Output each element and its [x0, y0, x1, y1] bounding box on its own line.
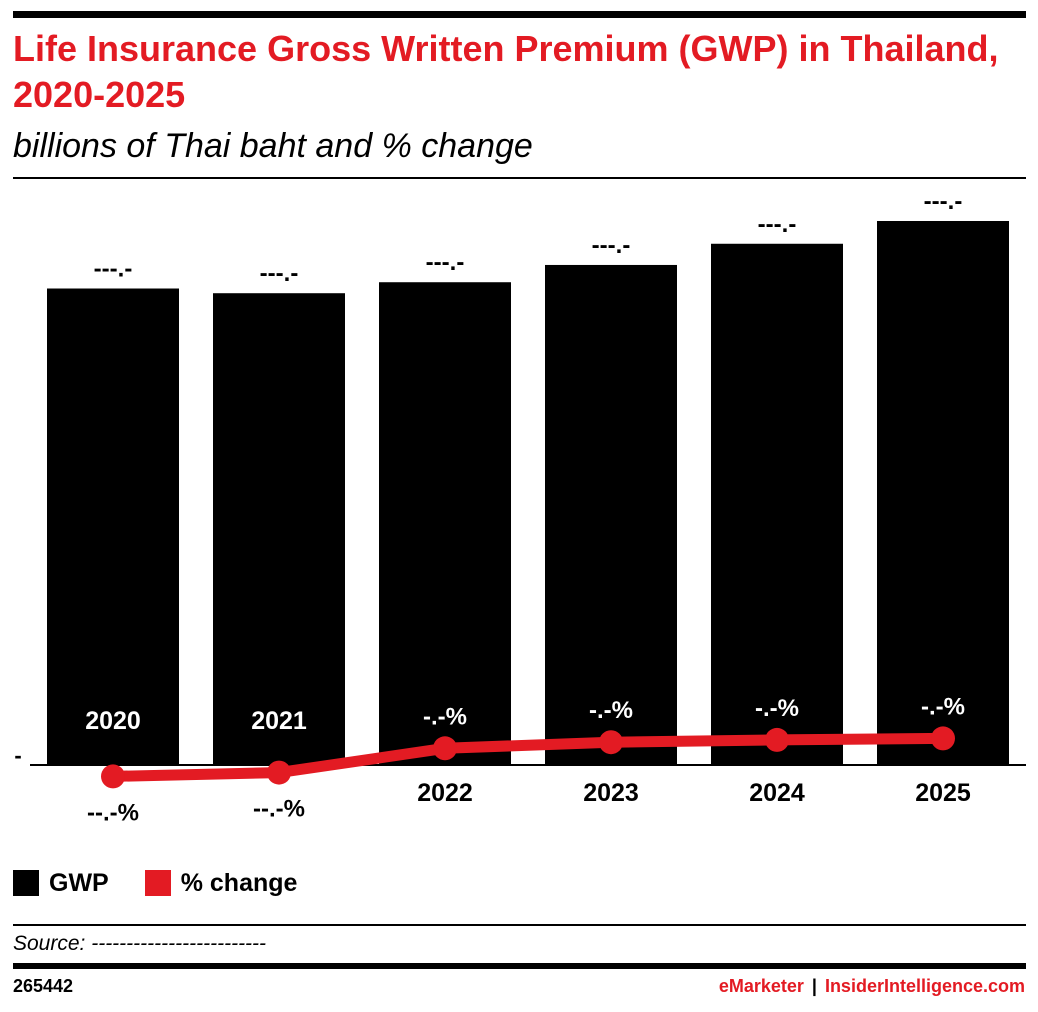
x-tick-2020: 2020 — [85, 707, 141, 735]
point-label-2021: --.-% — [253, 796, 305, 823]
chart-area: ---.- ---.- ---.- ---.- ---.- ---.- - --.-% --.-… — [14, 188, 1026, 826]
top-rule — [13, 11, 1026, 18]
legend-swatch-change — [144, 870, 171, 896]
bar-label-2020: ---.- — [94, 256, 133, 283]
brand: eMarketer | InsiderIntelligence.com — [719, 976, 1025, 997]
chart-title: Life Insurance Gross Written Premium (GW… — [13, 28, 999, 115]
legend: GWP % change — [13, 866, 333, 900]
header-divider — [13, 177, 1026, 179]
bar-gwp-2022 — [379, 282, 511, 765]
x-tick-2023: 2023 — [583, 779, 639, 807]
point-label-2025: -.-% — [921, 693, 965, 720]
point-pct-change-2021 — [267, 760, 291, 785]
point-pct-change-2022 — [433, 736, 457, 761]
bar-label-2023: ---.- — [592, 232, 631, 259]
bar-gwp-2023 — [545, 264, 677, 765]
source-note: Source: ------------------------- — [13, 932, 267, 955]
chart-subtitle: billions of Thai baht and % change — [13, 127, 533, 165]
point-label-2020: --.-% — [87, 799, 139, 826]
bar-label-2024: ---.- — [758, 211, 797, 238]
legend-label-change: % change — [180, 868, 298, 897]
legend-swatch-gwp — [13, 870, 39, 896]
bar-gwp-2021 — [213, 293, 345, 765]
brand-insider-intelligence[interactable]: InsiderIntelligence.com — [824, 976, 1025, 996]
x-tick-2025: 2025 — [915, 779, 971, 807]
point-pct-change-2024 — [765, 727, 789, 752]
legend-label-gwp: GWP — [49, 868, 109, 897]
footer-divider — [13, 924, 1026, 926]
legend-item-change: % change — [144, 868, 298, 898]
point-label-2022: -.-% — [423, 703, 467, 730]
chart-id: 265442 — [13, 976, 74, 996]
x-tick-2021: 2021 — [251, 707, 307, 735]
bar-gwp-2024 — [711, 243, 843, 765]
x-tick-2022: 2022 — [417, 779, 473, 807]
y-axis-tick-zero: - — [14, 743, 21, 768]
brand-emarketer[interactable]: eMarketer — [718, 976, 804, 996]
line-pct-change — [107, 732, 949, 782]
point-pct-change-2025 — [931, 726, 955, 751]
point-pct-change-2023 — [599, 730, 623, 755]
bar-gwp-2020 — [47, 288, 179, 765]
bar-label-2021: ---.- — [260, 260, 299, 287]
point-label-2024: -.-% — [755, 695, 799, 722]
bar-label-2025: ---.- — [924, 188, 963, 215]
legend-item-gwp: GWP — [13, 869, 109, 898]
point-label-2023: -.-% — [589, 697, 633, 724]
bottom-rule — [13, 963, 1026, 969]
brand-separator: | — [811, 976, 817, 996]
x-tick-2024: 2024 — [749, 779, 805, 807]
point-pct-change-2020 — [101, 764, 125, 789]
bar-label-2022: ---.- — [426, 249, 465, 276]
bar-gwp-2025 — [877, 220, 1009, 765]
